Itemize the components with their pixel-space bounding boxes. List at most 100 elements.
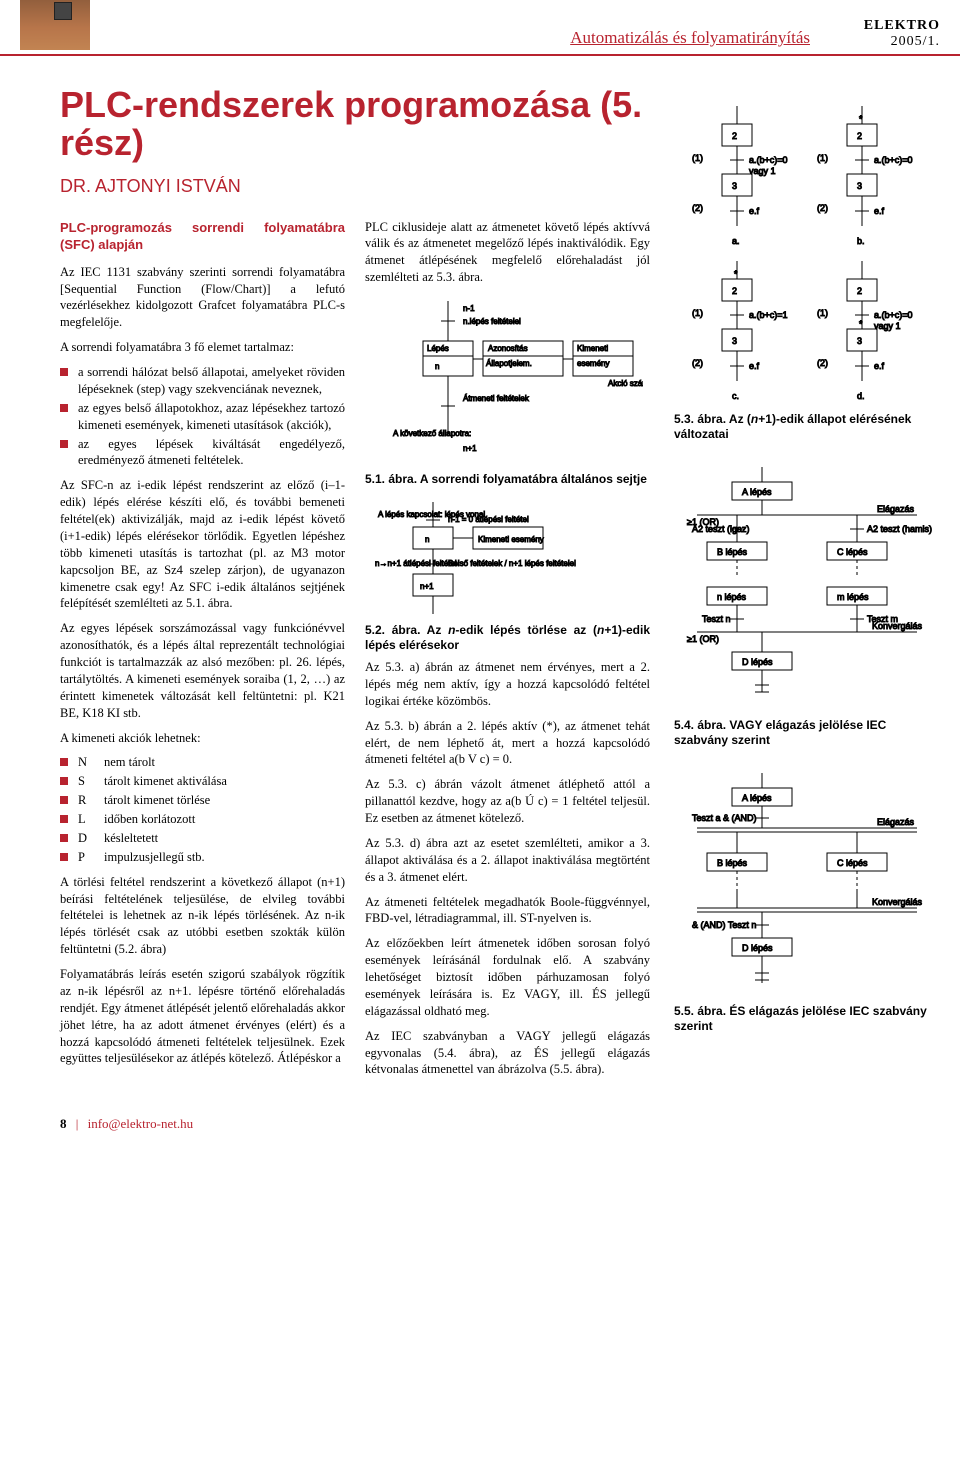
article-author: DR. AJTONYI ISTVÁN: [60, 176, 650, 197]
svg-text:a.(b+c)=0: a.(b+c)=0: [749, 155, 788, 165]
key: P: [78, 849, 104, 866]
action-type-list: Nnem tárolt Stárolt kimenet aktiválása R…: [60, 754, 345, 865]
svg-text:Teszt n: Teszt n: [702, 614, 731, 624]
svg-text:A lépés: A lépés: [742, 487, 772, 497]
list-item: Lidőben korlátozott: [60, 811, 345, 828]
svg-text:3: 3: [857, 181, 862, 191]
svg-text:e.f: e.f: [749, 361, 760, 371]
val: nem tárolt: [104, 754, 155, 771]
svg-text:2: 2: [732, 131, 737, 141]
key: D: [78, 830, 104, 847]
page-number: 8: [60, 1116, 67, 1131]
svg-text:Átmeneti feltételek: Átmeneti feltételek: [463, 394, 530, 403]
svg-text:A2 teszt (hamis): A2 teszt (hamis): [867, 524, 932, 534]
para: Folyamatábrás leírás esetén szigorú szab…: [60, 966, 345, 1067]
svg-text:(1): (1): [817, 308, 828, 318]
cap-part: -edik lépés törlése az (: [455, 623, 597, 637]
svg-text:A következő állapotra:: A következő állapotra:: [393, 429, 471, 438]
svg-text:n-1 = 0 átlépési feltétel: n-1 = 0 átlépési feltétel: [448, 515, 529, 524]
svg-text:*: *: [859, 114, 863, 124]
svg-text:B lépés: B lépés: [717, 858, 748, 868]
para: Az SFC-n az i-edik lépést rendszerint az…: [60, 477, 345, 612]
val: tárolt kimenet aktiválása: [104, 773, 227, 790]
spine-graphic: [20, 0, 90, 50]
svg-text:n lépés: n lépés: [717, 592, 747, 602]
svg-text:C lépés: C lépés: [837, 547, 868, 557]
svg-text:Azonosítás: Azonosítás: [488, 344, 528, 353]
figure-5-1-caption: 5.1. ábra. A sorrendi folyamatábra által…: [365, 472, 650, 487]
svg-text:(1): (1): [817, 153, 828, 163]
svg-text:*: *: [859, 319, 863, 329]
figure-5-1: n-1 n.lépés feltételei Lépés n: [365, 298, 650, 487]
list-item: a sorrendi hálózat belső állapotai, amel…: [60, 364, 345, 398]
category-label: Automatizálás és folyamatirányítás: [104, 28, 810, 50]
para: Az 5.3. c) ábrán vázolt átmenet átléphet…: [365, 776, 650, 827]
key: L: [78, 811, 104, 828]
right-figures: 2 (1) a.(b+c)=0 vagy 1 3 (2) e.f a.: [674, 86, 940, 1086]
svg-text:Konvergálás: Konvergálás: [872, 621, 923, 631]
cap-part: 5.2. ábra. Az: [365, 623, 448, 637]
para: A törlési feltétel rendszerint a követke…: [60, 874, 345, 958]
svg-text:Akció száma: Akció száma: [608, 379, 643, 388]
content-area: PLC-rendszerek programozása (5. rész) DR…: [0, 56, 960, 1106]
column-1: PLC-programozás sorrendi folyamatábra (S…: [60, 219, 345, 1087]
svg-text:b.: b.: [857, 236, 865, 246]
svg-text:a.(b+c)=1: a.(b+c)=1: [749, 310, 788, 320]
svg-text:B lépés: B lépés: [717, 547, 748, 557]
para: Az IEC 1131 szabvány szerinti sorrendi f…: [60, 264, 345, 332]
para: Az előzőekben leírt átmenetek időben sor…: [365, 935, 650, 1019]
svg-text:m lépés: m lépés: [837, 592, 869, 602]
list-item: az egyes belső állapotokhoz, azaz lépése…: [60, 400, 345, 434]
footer-email: info@elektro-net.hu: [88, 1116, 193, 1131]
article-title: PLC-rendszerek programozása (5. rész): [60, 86, 650, 162]
svg-text:vagy 1: vagy 1: [874, 321, 901, 331]
svg-text:2: 2: [732, 286, 737, 296]
footer-separator: |: [76, 1116, 79, 1131]
figure-5-2-caption: 5.2. ábra. Az n-edik lépés törlése az (n…: [365, 623, 650, 653]
text-columns: PLC-programozás sorrendi folyamatábra (S…: [60, 219, 650, 1087]
svg-text:Konvergálás: Konvergálás: [872, 897, 923, 907]
svg-text:n: n: [425, 535, 429, 544]
svg-text:a.(b+c)=0: a.(b+c)=0: [874, 155, 913, 165]
svg-text:Kimeneti: Kimeneti: [577, 344, 608, 353]
svg-text:(2): (2): [817, 203, 828, 213]
svg-text:a.: a.: [732, 236, 740, 246]
svg-text:≥1 (OR): ≥1 (OR): [687, 634, 719, 644]
figure-5-5-caption: 5.5. ábra. ÉS elágazás jelölése IEC szab…: [674, 1004, 940, 1034]
left-block: PLC-rendszerek programozása (5. rész) DR…: [60, 86, 650, 1086]
magazine-date: 2005/1.: [891, 34, 940, 49]
svg-text:*: *: [734, 269, 738, 279]
svg-text:A2 teszt (igaz): A2 teszt (igaz): [692, 524, 750, 534]
svg-text:d.: d.: [857, 391, 865, 401]
svg-text:Kimeneti esemény: Kimeneti esemény: [478, 535, 544, 544]
para: A kimeneti akciók lehetnek:: [60, 730, 345, 747]
list-item: az egyes lépések kiváltását engedélyező,…: [60, 436, 345, 470]
svg-text:(2): (2): [692, 203, 703, 213]
svg-text:vagy 1: vagy 1: [749, 166, 776, 176]
svg-text:(1): (1): [692, 153, 703, 163]
svg-text:Elágazás: Elágazás: [877, 504, 915, 514]
key: R: [78, 792, 104, 809]
figure-5-4-svg: A lépés ≥1 (OR) Elágazás A2 teszt (igaz)…: [674, 464, 940, 714]
svg-text:n→n+1 átlépési feltétel: n→n+1 átlépési feltétel: [375, 559, 457, 568]
para: Az 5.3. b) ábrán a 2. lépés aktív (*), a…: [365, 718, 650, 769]
key: S: [78, 773, 104, 790]
bullet-list: a sorrendi hálózat belső állapotai, amel…: [60, 364, 345, 469]
val: időben korlátozott: [104, 811, 195, 828]
svg-text:n.lépés feltételei: n.lépés feltételei: [463, 317, 521, 326]
list-item: Rtárolt kimenet törlése: [60, 792, 345, 809]
svg-text:e.f: e.f: [749, 206, 760, 216]
page-root: Automatizálás és folyamatirányítás ELEKT…: [0, 0, 960, 1146]
svg-text:Belső feltételek / n+1 lépés f: Belső feltételek / n+1 lépés feltételei: [448, 559, 576, 568]
para: Az 5.3. d) ábra azt az esetet szemléltet…: [365, 835, 650, 886]
figure-5-2-svg: A lépés kapcsolat: lépés vonal n-1 = 0 á…: [365, 499, 650, 619]
svg-text:Lépés: Lépés: [427, 344, 449, 353]
lead-text: PLC-programozás sorrendi folyamatábra (S…: [60, 219, 345, 254]
svg-text:a.(b+c)=0: a.(b+c)=0: [874, 310, 913, 320]
svg-text:n+1: n+1: [463, 444, 477, 453]
para: Az 5.3. a) ábrán az átmenet nem érvényes…: [365, 659, 650, 710]
svg-text:n-1: n-1: [463, 304, 475, 313]
figure-5-4-caption: 5.4. ábra. VAGY elágazás jelölése IEC sz…: [674, 718, 940, 748]
magazine-name: ELEKTRO: [864, 18, 940, 33]
para: PLC ciklusideje alatt az átmenetet követ…: [365, 219, 650, 287]
